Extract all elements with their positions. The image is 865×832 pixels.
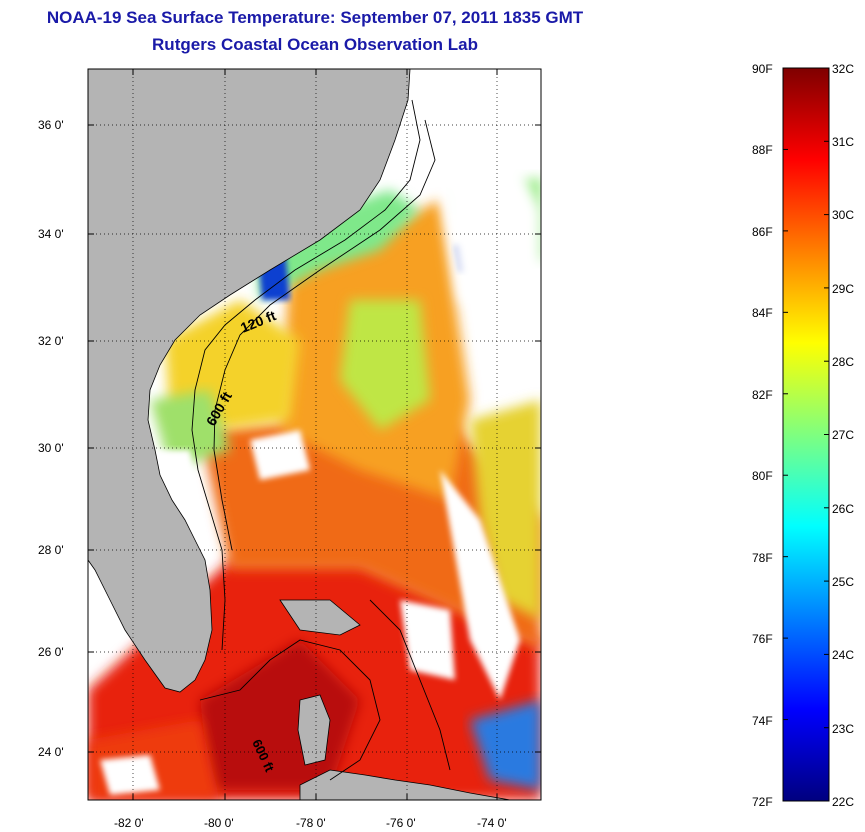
lon-tick-label: -80 0' — [204, 816, 234, 830]
colorbar-f-label: 76F — [752, 632, 773, 646]
lat-tick-label: 34 0' — [38, 227, 64, 241]
plot-frame — [87, 68, 542, 801]
colorbar-c-label: 32C — [832, 62, 855, 76]
colorbar — [782, 67, 830, 802]
colorbar-c-label: 26C — [832, 502, 855, 516]
lon-tick-label: -78 0' — [296, 816, 326, 830]
colorbar-c-label: 27C — [832, 428, 855, 442]
colorbar-c-label: 28C — [832, 355, 855, 369]
colorbar-c-label: 23C — [832, 722, 855, 736]
colorbar-f-label: 86F — [752, 225, 773, 239]
lat-tick-label: 24 0' — [38, 745, 64, 759]
colorbar-f-label: 88F — [752, 143, 773, 157]
lat-tick-label: 36 0' — [38, 118, 64, 132]
chart-subtitle: Rutgers Coastal Ocean Observation Lab — [152, 35, 478, 54]
colorbar-c-label: 30C — [832, 208, 855, 222]
lon-tick-label: -74 0' — [477, 816, 507, 830]
lon-tick-label: -82 0' — [114, 816, 144, 830]
colorbar-c-label: 22C — [832, 795, 855, 809]
colorbar-ticks — [783, 67, 829, 802]
colorbar-c-label: 31C — [832, 135, 855, 149]
bathymetry-contours — [191, 99, 451, 781]
colorbar-f-label: 84F — [752, 306, 773, 320]
land-layer — [88, 69, 511, 800]
colorbar-c-label: 24C — [832, 648, 855, 662]
colorbar-f-label: 72F — [752, 795, 773, 809]
colorbar-f-label: 82F — [752, 388, 773, 402]
sst-data-layer — [88, 69, 541, 800]
colorbar-f-label: 74F — [752, 714, 773, 728]
colorbar-c-label: 29C — [832, 282, 855, 296]
lon-tick-label: -76 0' — [386, 816, 416, 830]
colorbar-f-label: 80F — [752, 469, 773, 483]
lat-tick-label: 26 0' — [38, 645, 64, 659]
lat-tick-label: 32 0' — [38, 334, 64, 348]
colorbar-f-label: 78F — [752, 551, 773, 565]
lat-tick-label: 30 0' — [38, 441, 64, 455]
frame-ticks — [88, 69, 541, 800]
chart-title: NOAA-19 Sea Surface Temperature: Septemb… — [46, 8, 584, 27]
lat-tick-label: 28 0' — [38, 543, 64, 557]
colorbar-c-label: 25C — [832, 575, 855, 589]
colorbar-f-label: 90F — [752, 62, 773, 76]
